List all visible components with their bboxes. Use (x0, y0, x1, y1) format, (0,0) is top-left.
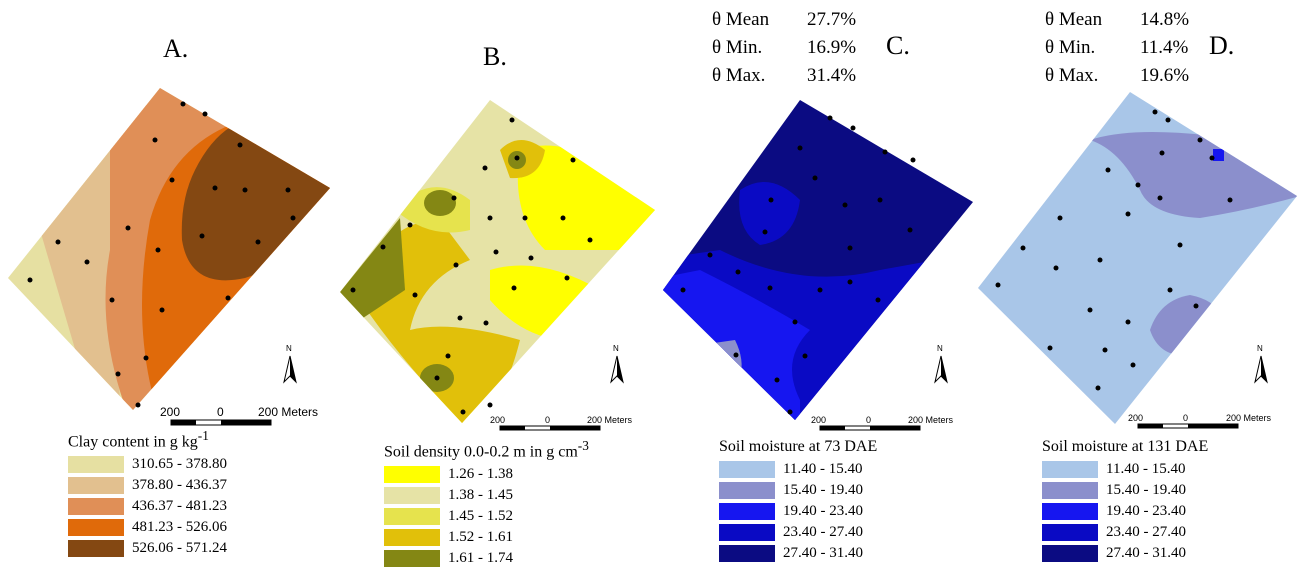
stat-row-min: θ Min. 16.9% (712, 37, 857, 58)
legend-swatch (1042, 524, 1098, 541)
scale-bar-a: 200 0 200 Meters (160, 405, 318, 426)
panel-letter-a: A. (163, 34, 189, 63)
legend-row: 15.40 - 19.40 (1042, 480, 1208, 501)
legend-swatch (384, 487, 440, 505)
svg-text:0: 0 (1183, 413, 1188, 423)
north-arrow-b: N (610, 344, 624, 384)
svg-text:N: N (1257, 344, 1263, 353)
svg-text:200 Meters: 200 Meters (258, 405, 318, 419)
svg-text:200 Meters: 200 Meters (908, 415, 954, 425)
legend-title: Soil density 0.0-0.2 m in g cm-3 (384, 438, 589, 461)
legend-c: Soil moisture at 73 DAE 11.40 - 15.40 15… (719, 438, 877, 564)
maps-figure: N N N N 200 0 200 Meters 200 0 200 Meter… (8, 88, 1297, 431)
panel-letter-c: C. (886, 31, 910, 60)
svg-text:N: N (286, 344, 292, 353)
legend-swatch (719, 461, 775, 478)
sample-points (27, 101, 1233, 415)
scale-bar-d: 200 0 200 Meters (1128, 413, 1272, 429)
legend-row: 11.40 - 15.40 (719, 459, 877, 480)
svg-text:0: 0 (217, 405, 224, 419)
map-d-moisture-131 (978, 92, 1297, 424)
legend-swatch (719, 545, 775, 562)
north-arrow-a: N (283, 344, 297, 384)
svg-text:N: N (937, 344, 943, 353)
svg-text:N: N (613, 344, 619, 353)
map-b-density (340, 100, 655, 423)
legend-d: Soil moisture at 131 DAE 11.40 - 15.40 1… (1042, 438, 1208, 564)
svg-text:200 Meters: 200 Meters (587, 415, 633, 425)
legend-row: 1.52 - 1.61 (384, 527, 589, 548)
legend-swatch (384, 466, 440, 484)
legend-swatch (68, 519, 124, 537)
panel-letter-d: D. (1209, 31, 1235, 60)
svg-text:200 Meters: 200 Meters (1226, 413, 1272, 423)
legend-title: Soil moisture at 131 DAE (1042, 438, 1209, 455)
legend-swatch (1042, 461, 1098, 478)
legend-row: 481.23 - 526.06 (68, 517, 227, 538)
legend-b: Soil density 0.0-0.2 m in g cm-3 1.26 - … (384, 438, 589, 569)
legend-swatch (68, 540, 124, 558)
north-arrow-c: N (934, 344, 948, 384)
legend-swatch (68, 456, 124, 474)
legend-swatch (68, 498, 124, 516)
legend-row: 11.40 - 15.40 (1042, 459, 1208, 480)
scale-bar-c: 200 0 200 Meters (811, 415, 954, 431)
stat-row-mean: θ Mean 27.7% (712, 9, 857, 30)
legend-swatch (719, 503, 775, 520)
legend-row: 1.61 - 1.74 (384, 548, 589, 569)
legend-swatch (68, 477, 124, 495)
legend-row: 1.38 - 1.45 (384, 485, 589, 506)
legend-swatch (1042, 503, 1098, 520)
legend-row: 27.40 - 31.40 (719, 543, 877, 564)
legend-swatch (384, 508, 440, 526)
legend-row: 27.40 - 31.40 (1042, 543, 1208, 564)
stats-d: θ Mean 14.8% θ Min. 11.4% θ Max. 19.6% (1045, 6, 1189, 90)
legend-row: 19.40 - 23.40 (1042, 501, 1208, 522)
legend-row: 23.40 - 27.40 (719, 522, 877, 543)
legend-title: Soil moisture at 73 DAE (719, 438, 878, 455)
stats-c: θ Mean 27.7% θ Min. 16.9% θ Max. 31.4% (712, 6, 856, 90)
svg-text:200: 200 (1128, 413, 1143, 423)
legend-row: 378.80 - 436.37 (68, 475, 227, 496)
legend-row: 23.40 - 27.40 (1042, 522, 1208, 543)
legend-swatch (719, 524, 775, 541)
svg-text:200: 200 (811, 415, 826, 425)
svg-text:200: 200 (490, 415, 505, 425)
svg-text:0: 0 (545, 415, 550, 425)
legend-row: 1.26 - 1.38 (384, 464, 589, 485)
legend-swatch (1042, 482, 1098, 499)
panel-letter-b: B. (483, 42, 507, 71)
stat-row-max: θ Max. 19.6% (1045, 65, 1190, 86)
svg-text:200: 200 (160, 405, 180, 419)
legend-a: Clay content in g kg-1 310.65 - 378.80 3… (68, 428, 227, 559)
legend-swatch (719, 482, 775, 499)
legend-row: 310.65 - 378.80 (68, 454, 227, 475)
scale-bar-b: 200 0 200 Meters (490, 415, 633, 431)
north-arrow-d: N (1254, 344, 1268, 384)
legend-row: 19.40 - 23.40 (719, 501, 877, 522)
legend-swatch (1042, 545, 1098, 562)
legend-title: Clay content in g kg-1 (68, 428, 209, 451)
stat-row-min: θ Min. 11.4% (1045, 37, 1189, 58)
map-c-moisture-73 (663, 100, 973, 420)
legend-row: 436.37 - 481.23 (68, 496, 227, 517)
legend-row: 526.06 - 571.24 (68, 538, 227, 559)
stat-row-max: θ Max. 31.4% (712, 65, 857, 86)
legend-swatch (384, 529, 440, 547)
legend-row: 15.40 - 19.40 (719, 480, 877, 501)
svg-text:0: 0 (866, 415, 871, 425)
legend-row: 1.45 - 1.52 (384, 506, 589, 527)
stat-row-mean: θ Mean 14.8% (1045, 9, 1190, 30)
